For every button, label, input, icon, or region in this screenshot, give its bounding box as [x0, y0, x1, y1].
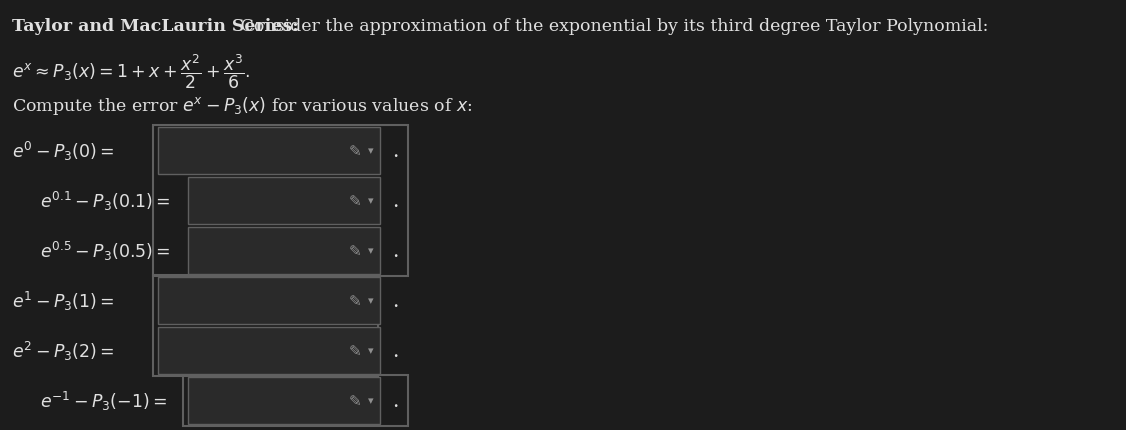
Text: Compute the error $e^x - P_3(x)$ for various values of $x$:: Compute the error $e^x - P_3(x)$ for var… — [12, 95, 472, 117]
Text: .: . — [392, 291, 399, 310]
Bar — [153, 126, 408, 276]
Text: ✎: ✎ — [349, 243, 361, 258]
Text: ✎: ✎ — [349, 393, 361, 408]
Bar — [188, 227, 379, 274]
Text: ▾: ▾ — [368, 296, 374, 306]
Bar — [158, 327, 379, 374]
Text: .: . — [392, 141, 399, 161]
Text: $e^x \approx P_3(x) = 1 + x + \dfrac{x^2}{2} + \dfrac{x^3}{6}.$: $e^x \approx P_3(x) = 1 + x + \dfrac{x^2… — [12, 52, 250, 90]
Text: ✎: ✎ — [349, 343, 361, 358]
Bar — [153, 275, 378, 376]
Text: ▾: ▾ — [368, 246, 374, 256]
Text: $e^{0.5} - P_3(0.5) =$: $e^{0.5} - P_3(0.5) =$ — [41, 240, 171, 262]
Bar — [188, 178, 379, 224]
Text: $e^1 - P_3(1) =$: $e^1 - P_3(1) =$ — [12, 289, 115, 312]
Text: ✎: ✎ — [349, 194, 361, 209]
Text: ▾: ▾ — [368, 146, 374, 156]
Bar — [188, 377, 379, 424]
Text: ✎: ✎ — [349, 293, 361, 308]
Text: .: . — [392, 341, 399, 360]
Text: $e^2 - P_3(2) =$: $e^2 - P_3(2) =$ — [12, 339, 115, 362]
Text: Taylor and MacLaurin Series:: Taylor and MacLaurin Series: — [12, 18, 298, 35]
Text: ✎: ✎ — [349, 144, 361, 159]
Text: ▾: ▾ — [368, 196, 374, 206]
Text: $e^0 - P_3(0) =$: $e^0 - P_3(0) =$ — [12, 140, 115, 163]
Text: .: . — [392, 241, 399, 261]
Text: .: . — [392, 391, 399, 410]
Bar — [158, 128, 379, 175]
Text: ▾: ▾ — [368, 346, 374, 356]
Text: .: . — [392, 191, 399, 211]
Text: ▾: ▾ — [368, 396, 374, 405]
Bar — [158, 277, 379, 324]
Bar — [184, 375, 408, 426]
Text: $e^{-1} - P_3(-1) =$: $e^{-1} - P_3(-1) =$ — [41, 389, 168, 412]
Text: $e^{0.1} - P_3(0.1) =$: $e^{0.1} - P_3(0.1) =$ — [41, 190, 171, 212]
Text: Consider the approximation of the exponential by its third degree Taylor Polynom: Consider the approximation of the expone… — [235, 18, 989, 35]
